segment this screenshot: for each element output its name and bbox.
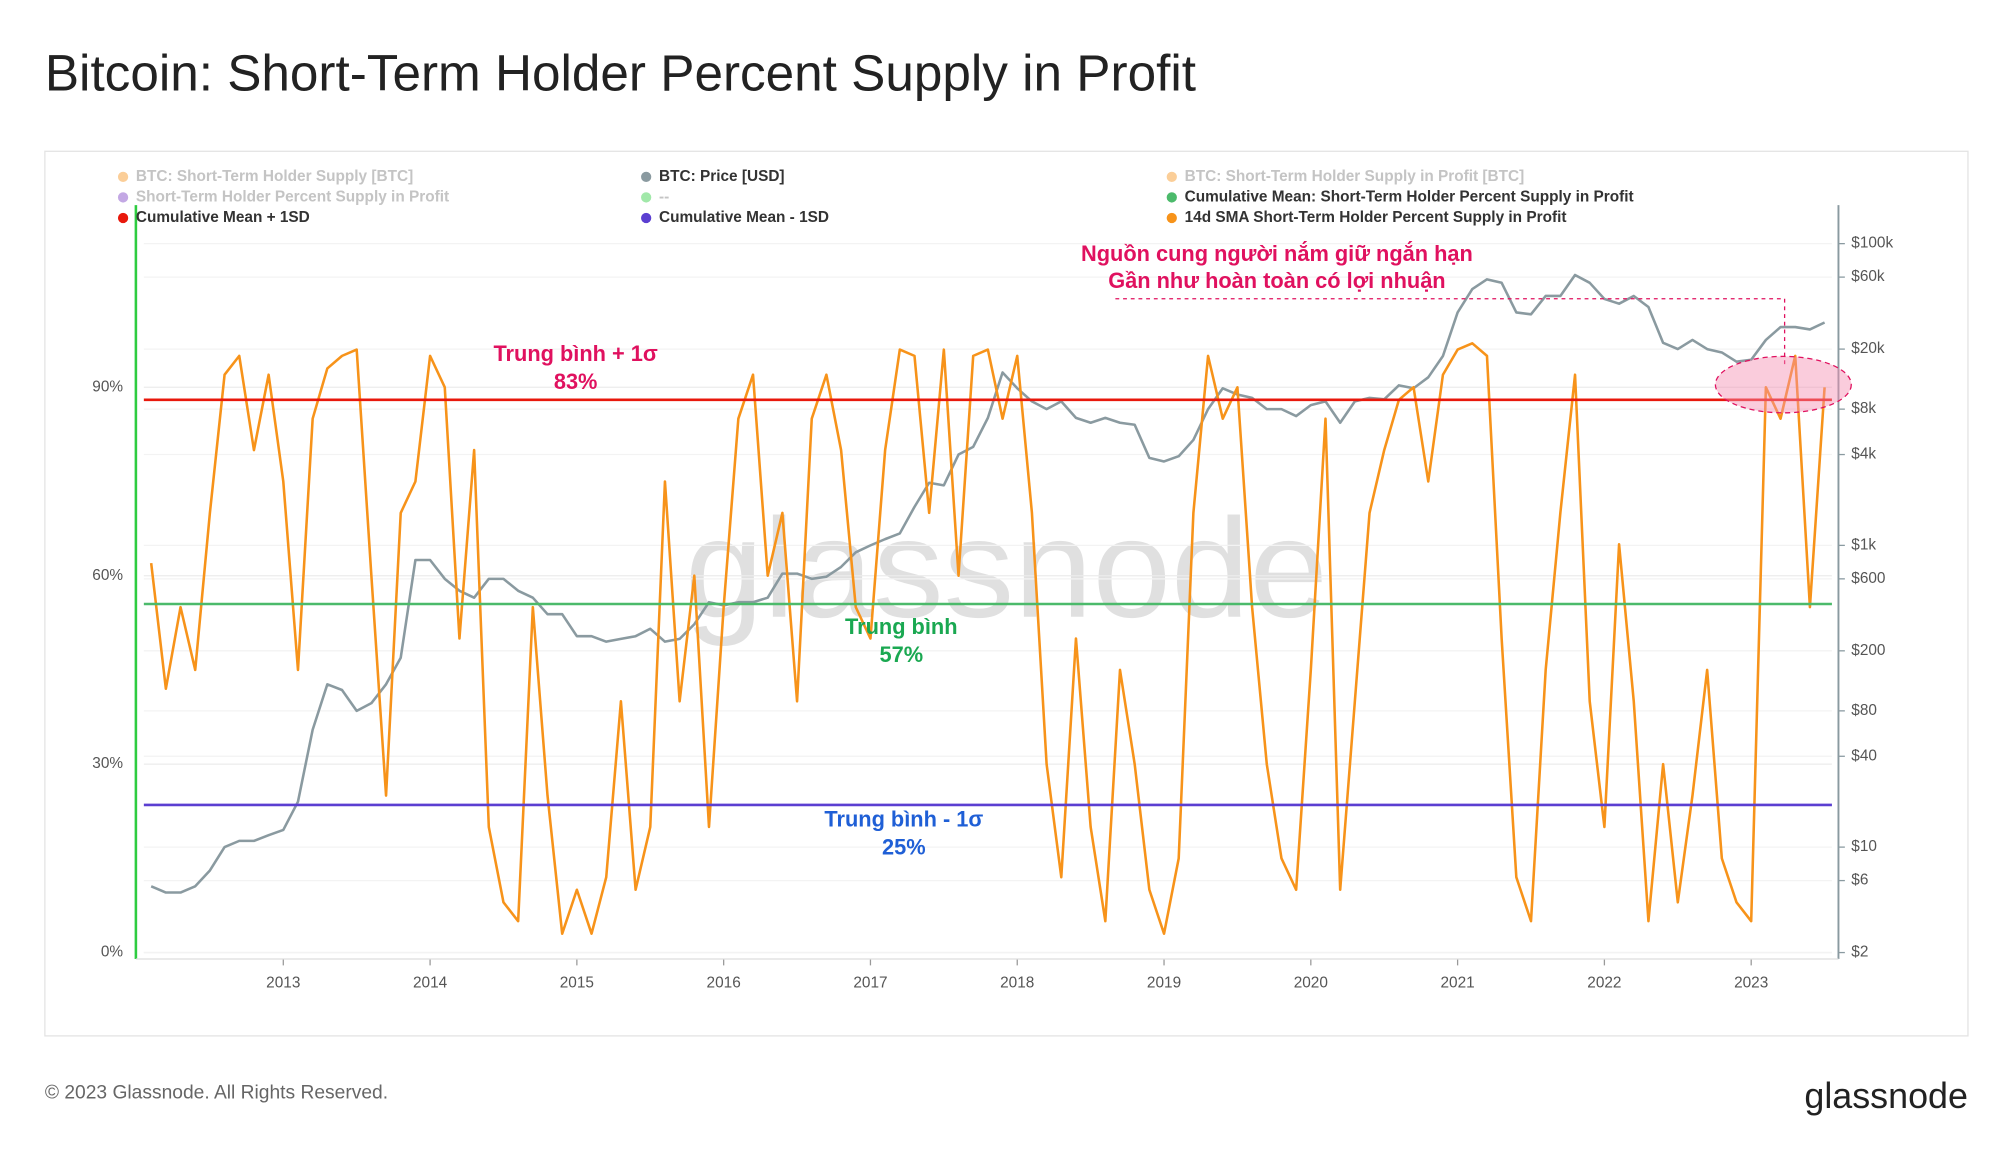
chart-title: Bitcoin: Short-Term Holder Percent Suppl… — [45, 44, 1196, 101]
legend-marker — [117, 212, 129, 224]
annotation: Nguồn cung người nắm giữ ngắn hạn — [1081, 241, 1473, 266]
y-tick-label: 30% — [92, 755, 123, 772]
y2-tick-label: $4k — [1851, 446, 1876, 463]
y2-tick-label: $8k — [1851, 400, 1876, 417]
y2-tick-label: $100k — [1851, 235, 1893, 252]
y2-tick-label: $1k — [1851, 536, 1876, 553]
legend-marker — [117, 192, 129, 203]
annotation-connector — [1115, 298, 1786, 366]
y2-tick-label: $2 — [1851, 944, 1868, 961]
x-tick-label: 2018 — [1000, 974, 1034, 991]
legend-marker — [641, 171, 652, 183]
y2-tick-label: $40 — [1851, 747, 1877, 764]
legend-label[interactable]: BTC: Price [USD] — [659, 168, 785, 185]
legend-marker — [641, 212, 652, 224]
chart-frame — [44, 150, 1969, 1037]
y2-tick-label: $60k — [1851, 268, 1885, 285]
annotation: 57% — [879, 642, 923, 667]
y2-tick-label: $80 — [1851, 702, 1877, 719]
annotation: 25% — [882, 834, 926, 859]
y2-tick-label: $6 — [1851, 872, 1868, 889]
legend-label[interactable]: BTC: Short-Term Holder Supply in Profit … — [1185, 168, 1525, 185]
legend-marker — [641, 192, 652, 203]
legend-marker — [1166, 212, 1177, 224]
x-tick-label: 2019 — [1147, 974, 1181, 991]
legend-marker — [117, 171, 129, 183]
x-tick-label: 2014 — [413, 974, 448, 991]
y-tick-label: 90% — [92, 378, 123, 395]
x-tick-label: 2023 — [1734, 974, 1768, 991]
y-tick-label: 60% — [92, 567, 123, 584]
annotation: Trung bình + 1σ — [493, 341, 657, 366]
x-tick-label: 2022 — [1587, 974, 1621, 991]
y2-tick-label: $200 — [1851, 642, 1885, 659]
x-tick-label: 2017 — [853, 974, 887, 991]
copyright: © 2023 Glassnode. All Rights Reserved. — [45, 1083, 388, 1104]
x-tick-label: 2016 — [707, 974, 741, 991]
y-tick-label: 0% — [101, 944, 124, 961]
x-tick-label: 2013 — [266, 974, 300, 991]
price-line — [150, 273, 1826, 894]
y2-tick-label: $20k — [1851, 340, 1885, 357]
legend-label[interactable]: Cumulative Mean - 1SD — [659, 209, 829, 226]
annotation: Trung bình - 1σ — [824, 806, 983, 831]
annotation: Trung bình — [845, 614, 958, 639]
legend-marker — [1166, 192, 1177, 203]
watermark: glassnode — [685, 489, 1328, 647]
legend-label[interactable]: -- — [659, 188, 669, 205]
legend-label[interactable]: Cumulative Mean + 1SD — [136, 209, 310, 226]
annotation: Gần như hoàn toàn có lợi nhuận — [1108, 268, 1445, 293]
legend-marker — [1166, 171, 1177, 183]
legend-label[interactable]: 14d SMA Short-Term Holder Percent Supply… — [1185, 209, 1567, 226]
x-tick-label: 2015 — [560, 974, 594, 991]
annotation: 83% — [554, 369, 598, 394]
legend-label[interactable]: BTC: Short-Term Holder Supply [BTC] — [136, 168, 413, 185]
legend-label[interactable]: Cumulative Mean: Short-Term Holder Perce… — [1185, 188, 1634, 205]
legend-label[interactable]: Short-Term Holder Percent Supply in Prof… — [136, 188, 449, 205]
y2-tick-label: $600 — [1851, 570, 1885, 587]
highlight-ellipse — [1714, 355, 1852, 414]
x-tick-label: 2021 — [1441, 974, 1475, 991]
series-line — [149, 342, 1826, 936]
x-tick-label: 2020 — [1294, 974, 1328, 991]
y2-tick-label: $10 — [1851, 838, 1877, 855]
brand-logo: glassnode — [1804, 1076, 1968, 1116]
